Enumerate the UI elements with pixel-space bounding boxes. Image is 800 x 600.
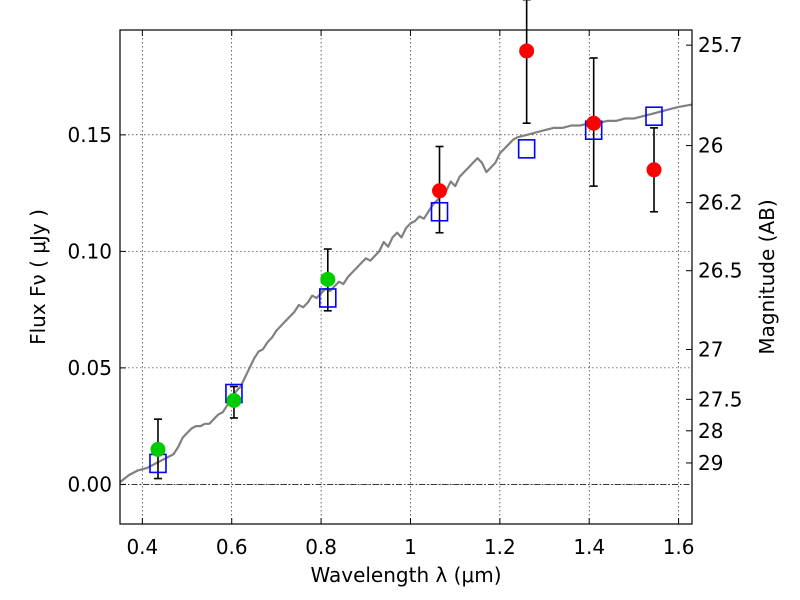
spectrum-line [119, 103, 693, 483]
x-tick-label: 0.6 [216, 535, 248, 559]
mag-tick-label: 29 [698, 451, 723, 475]
mag-tick-label: 26.2 [698, 191, 743, 215]
plot-frame [119, 29, 693, 525]
mag-tick-label: 26.5 [698, 259, 743, 283]
mag-tick-label: 26 [698, 134, 723, 158]
x-tick-label: 0.4 [126, 535, 158, 559]
error-bars [153, 0, 659, 480]
data-point [646, 162, 662, 178]
y-axis-label: Flux Fν ( μJy ) [26, 209, 50, 345]
data-point [586, 115, 602, 131]
x-tick-label: 1.6 [663, 535, 695, 559]
y-tick-label: 0.10 [67, 239, 112, 263]
tick-labels: 0.4 0.6 0.8 1 1.2 1.4 1.6 0.00 0.05 0.10 0.15 25.7 2… [67, 33, 742, 559]
model-square [430, 201, 449, 222]
spectrum-layer [119, 103, 693, 483]
y-tick-label: 0.00 [67, 472, 112, 496]
model-squares [149, 106, 663, 474]
x-tick-label: 1.4 [573, 535, 605, 559]
model-square [517, 139, 536, 159]
y-tick-label: 0.15 [67, 123, 112, 147]
mag-tick-label: 27.5 [698, 387, 743, 411]
x-tick-label: 1.2 [484, 535, 516, 559]
y-tick-label: 0.05 [67, 356, 112, 380]
data-point [320, 271, 336, 287]
model-square [645, 106, 663, 127]
x-tick-label: 0.8 [305, 535, 337, 559]
data-point [519, 43, 535, 59]
ticks [120, 30, 692, 524]
data-point [150, 441, 166, 457]
data-points [150, 43, 662, 457]
right-axis-label: Magnitude (AB) [755, 199, 779, 354]
mag-tick-label: 28 [698, 419, 723, 443]
grid [120, 30, 692, 524]
x-axis-label: Wavelength λ (μm) [310, 563, 501, 587]
x-tick-label: 1 [404, 535, 417, 559]
mag-tick-label: 25.7 [698, 33, 743, 57]
data-point [226, 393, 242, 408]
model-square [318, 288, 337, 308]
data-point [432, 183, 448, 199]
mag-tick-label: 27 [698, 337, 723, 361]
